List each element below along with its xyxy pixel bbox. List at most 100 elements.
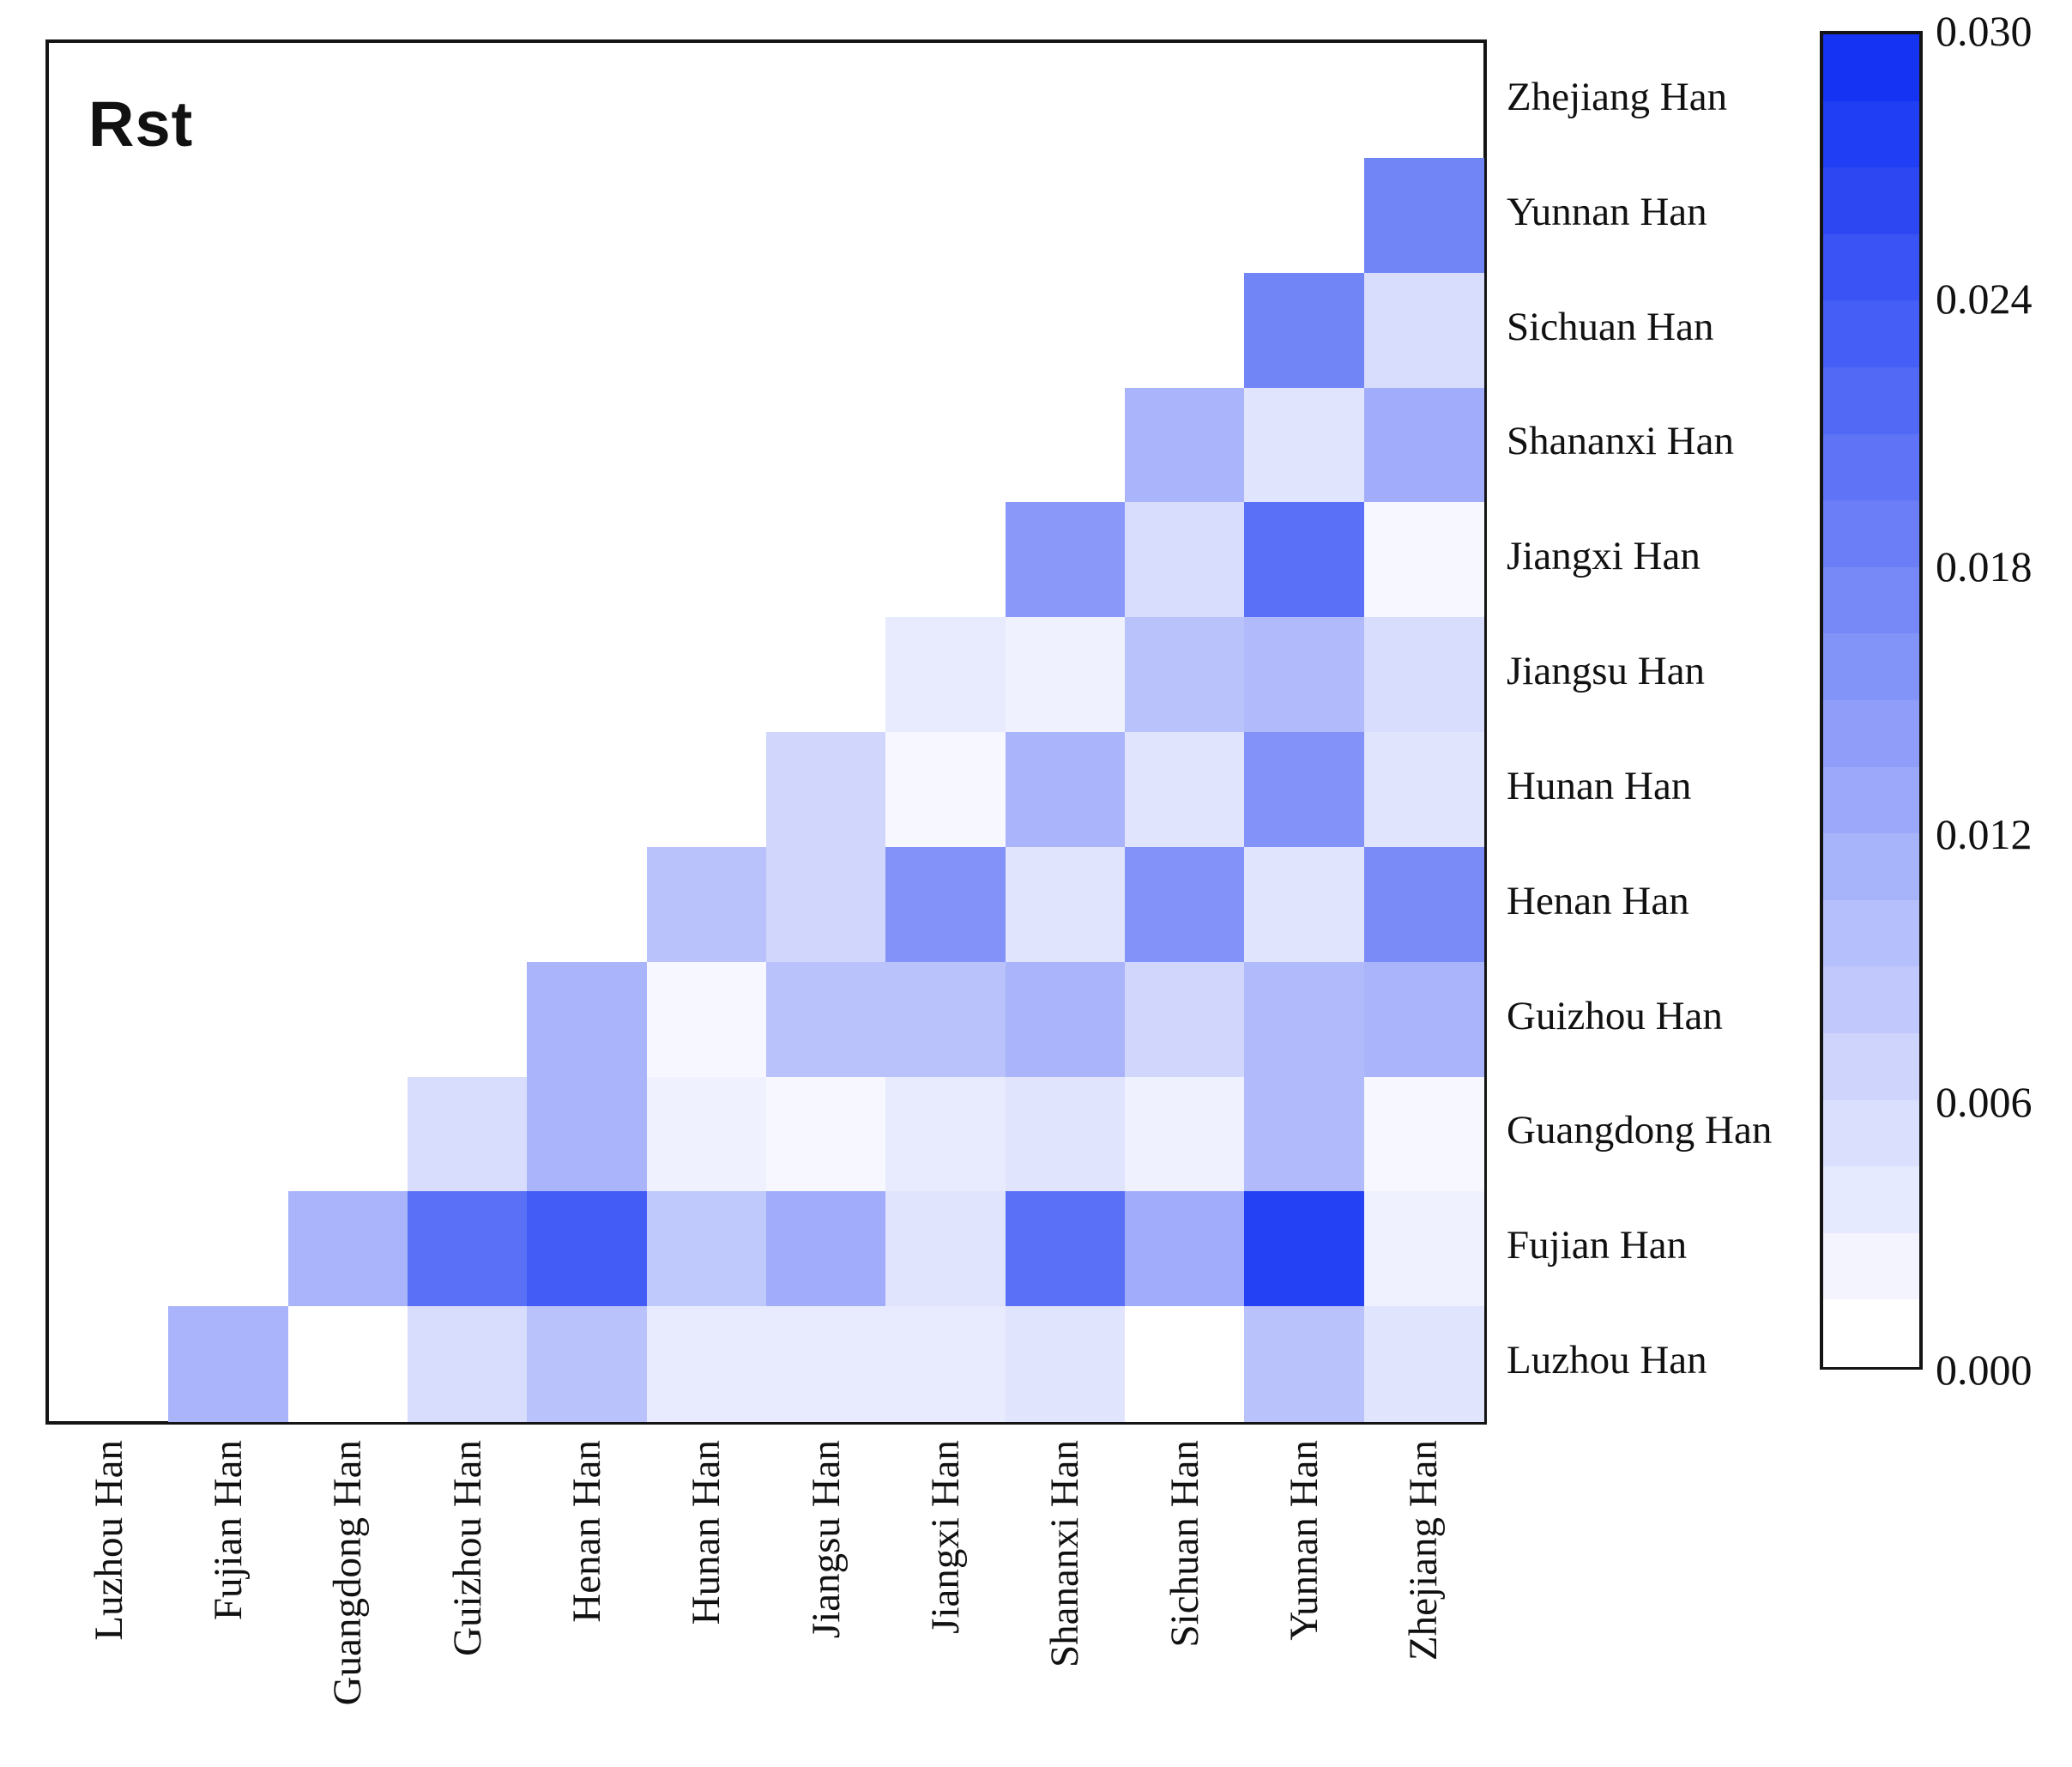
- heatmap-cell: [1363, 502, 1484, 618]
- heatmap-cell: [1244, 1191, 1365, 1307]
- colorbar-band: [1823, 966, 1919, 1034]
- heatmap-cell: [646, 961, 767, 1078]
- heatmap-cell: [1125, 1076, 1245, 1192]
- heatmap-cell: [1363, 732, 1484, 848]
- heatmap-grid: [49, 43, 1484, 1422]
- heatmap-cell: [766, 1076, 886, 1192]
- colorbar-tick-label: 0.018: [1936, 542, 2033, 590]
- heatmap-cell: [885, 846, 1006, 963]
- x-axis-label: Luzhou Han: [86, 1440, 131, 1641]
- y-axis-label: Hunan Han: [1507, 763, 1692, 808]
- heatmap-cell: [1005, 961, 1126, 1078]
- heatmap-cell: [885, 617, 1006, 733]
- heatmap-cell: [408, 1076, 528, 1192]
- heatmap-cell: [1125, 732, 1245, 848]
- heatmap-plot-area: Rst: [45, 39, 1487, 1425]
- heatmap-cell: [766, 1191, 886, 1307]
- heatmap-cell: [527, 1306, 648, 1422]
- heatmap-cell: [408, 1191, 528, 1307]
- x-axis-label: Guangdong Han: [325, 1440, 371, 1706]
- x-axis-label: Shananxi Han: [1042, 1440, 1088, 1667]
- colorbar-band: [1823, 167, 1919, 235]
- heatmap-cell: [1363, 961, 1484, 1078]
- heatmap-cell: [646, 1076, 767, 1192]
- heatmap-cell: [1244, 1306, 1365, 1422]
- colorbar-band: [1823, 1099, 1919, 1167]
- y-axis-label: Zhejiang Han: [1507, 74, 1728, 119]
- heatmap-cell: [527, 1076, 648, 1192]
- colorbar-tick-labels: 0.030 0.024 0.018 0.012 0.006 0.000: [1936, 0, 2072, 1767]
- chart-title: Rst: [88, 88, 194, 160]
- y-axis-label: Yunnan Han: [1507, 189, 1707, 234]
- colorbar-band: [1823, 899, 1919, 967]
- x-axis-label: Zhejiang Han: [1401, 1440, 1447, 1661]
- colorbar-tick-label: 0.030: [1936, 7, 2033, 55]
- heatmap-cell: [885, 1076, 1006, 1192]
- colorbar-band: [1823, 500, 1919, 568]
- colorbar-band: [1823, 300, 1919, 368]
- heatmap-cell: [1244, 732, 1365, 848]
- heatmap-cell: [1363, 617, 1484, 733]
- heatmap-cell: [1005, 617, 1126, 733]
- heatmap-cell: [408, 1306, 528, 1422]
- heatmap-cell: [1005, 1191, 1126, 1307]
- heatmap-cell: [1005, 1076, 1126, 1192]
- heatmap-cell: [1125, 617, 1245, 733]
- colorbar-band: [1823, 100, 1919, 168]
- heatmap-cell: [1005, 732, 1126, 848]
- heatmap-cell: [1125, 1191, 1245, 1307]
- heatmap-cell: [1125, 961, 1245, 1078]
- heatmap-cell: [885, 1191, 1006, 1307]
- heatmap-cell: [1363, 1076, 1484, 1192]
- x-axis-label: Sichuan Han: [1162, 1440, 1207, 1648]
- heatmap-cell: [287, 1306, 408, 1422]
- heatmap-cell: [1005, 502, 1126, 618]
- heatmap-cell: [1005, 846, 1126, 963]
- heatmap-cell: [1125, 1306, 1245, 1422]
- heatmap-cell: [1125, 502, 1245, 618]
- heatmap-cell: [885, 1306, 1006, 1422]
- colorbar-tick-label: 0.000: [1936, 1346, 2033, 1394]
- x-axis-label: Fujian Han: [206, 1440, 251, 1621]
- heatmap-cell: [1363, 846, 1484, 963]
- colorbar-band: [1823, 1232, 1919, 1300]
- heatmap-cell: [527, 961, 648, 1078]
- heatmap-cell: [885, 732, 1006, 848]
- colorbar-band: [1823, 34, 1919, 102]
- colorbar-band: [1823, 833, 1919, 901]
- x-axis-label: Jiangxi Han: [923, 1440, 968, 1634]
- heatmap-cell: [766, 1306, 886, 1422]
- colorbar-band: [1823, 433, 1919, 501]
- heatmap-cell: [1244, 272, 1365, 389]
- y-axis-label: Jiangsu Han: [1507, 649, 1706, 694]
- heatmap-cell: [1363, 387, 1484, 503]
- colorbar: [1820, 31, 1923, 1370]
- heatmap-cell: [766, 846, 886, 963]
- heatmap-cell: [646, 846, 767, 963]
- x-axis-label: Jiangsu Han: [803, 1440, 849, 1639]
- x-axis-label: Yunnan Han: [1282, 1440, 1326, 1641]
- colorbar-band: [1823, 633, 1919, 701]
- heatmap-cell: [1244, 846, 1365, 963]
- heatmap-cell: [646, 1306, 767, 1422]
- x-axis-label: Henan Han: [565, 1440, 609, 1623]
- colorbar-band: [1823, 233, 1919, 301]
- colorbar-band: [1823, 1033, 1919, 1101]
- y-axis-label: Guangdong Han: [1507, 1108, 1773, 1153]
- x-axis-label: Guizhou Han: [444, 1440, 490, 1656]
- y-axis-label: Shananxi Han: [1507, 419, 1734, 464]
- heatmap-cell: [1244, 502, 1365, 618]
- colorbar-band: [1823, 367, 1919, 435]
- y-axis-label: Luzhou Han: [1507, 1338, 1707, 1383]
- y-axis-labels: Zhejiang Han Yunnan Han Sichuan Han Shananx…: [1507, 39, 1867, 1425]
- colorbar-band: [1823, 766, 1919, 834]
- heatmap-cell: [1244, 387, 1365, 503]
- heatmap-cell: [766, 732, 886, 848]
- colorbar-band: [1823, 700, 1919, 768]
- colorbar-band: [1823, 566, 1919, 634]
- y-axis-label: Henan Han: [1507, 878, 1689, 923]
- colorbar-tick-label: 0.006: [1936, 1078, 2033, 1126]
- colorbar-tick-label: 0.024: [1936, 275, 2033, 323]
- colorbar-tick-label: 0.012: [1936, 810, 2033, 858]
